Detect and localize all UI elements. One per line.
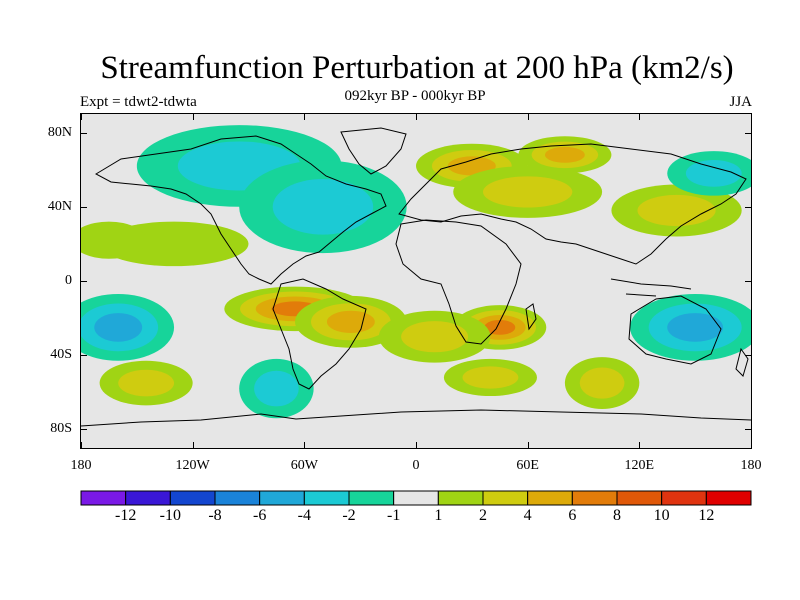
- coastline-north-america: [94, 135, 387, 285]
- colorbar-swatch: [705, 490, 752, 506]
- x-tick: [304, 113, 306, 120]
- colorbar-swatch: [527, 490, 573, 506]
- field-contour-10-2: [326, 310, 375, 333]
- coastline-madagascar: [525, 303, 537, 331]
- field-contour-12-1: [401, 321, 469, 353]
- colorbar-swatch: [393, 490, 439, 506]
- y-tick: [80, 132, 87, 134]
- x-tick: [81, 113, 82, 120]
- field-contour-17-1: [579, 367, 625, 399]
- y-tick: [80, 206, 87, 208]
- colorbar-label: 2: [479, 507, 487, 524]
- x-tick: [527, 113, 529, 120]
- colorbar-label: -6: [252, 507, 267, 524]
- y-tick-label: 80N: [47, 124, 72, 140]
- field-contour-18-1: [254, 370, 299, 407]
- colorbar-swatch: [661, 490, 707, 506]
- plot-subtitle: 092kyr BP - 000kyr BP: [344, 88, 486, 104]
- coastline-africa: [395, 219, 522, 345]
- y-tick: [745, 355, 752, 357]
- colorbar-label: 1: [434, 507, 443, 524]
- colorbar-swatch: [214, 490, 261, 506]
- experiment-label: Expt = tdwt2-tdwta: [80, 94, 197, 110]
- colorbar-swatch: [616, 490, 663, 506]
- y-tick: [80, 355, 87, 357]
- colorbar: [80, 490, 752, 506]
- y-tick: [745, 429, 752, 431]
- colorbar-label: -12: [114, 507, 137, 524]
- field-contour-16-1: [462, 366, 519, 389]
- x-tick-label: 180: [740, 458, 762, 473]
- colorbar-swatch: [125, 490, 171, 506]
- colorbar-label: 4: [523, 507, 532, 524]
- x-tick: [416, 113, 417, 120]
- colorbar-label: 8: [613, 507, 621, 524]
- field-contour-5-2: [544, 146, 585, 163]
- field-contour-1-1: [272, 178, 374, 235]
- colorbar-label: -10: [159, 507, 181, 524]
- y-tick: [745, 206, 752, 208]
- colorbar-label: -2: [342, 507, 356, 524]
- y-tick-label: 0: [65, 273, 72, 288]
- colorbar-swatch: [259, 490, 305, 506]
- field-contour-14-2: [667, 313, 724, 342]
- colorbar-swatch: [169, 490, 216, 506]
- plot-title: Streamfunction Perturbation at 200 hPa (…: [100, 50, 734, 86]
- x-tick: [192, 113, 194, 120]
- x-tick: [751, 442, 752, 449]
- colorbar-label: -1: [386, 507, 401, 524]
- x-tick: [751, 113, 752, 120]
- y-tick-label: 80S: [50, 421, 72, 437]
- x-tick: [81, 442, 82, 449]
- x-tick-label: 60E: [516, 458, 539, 473]
- x-tick: [192, 442, 194, 449]
- y-tick: [745, 281, 752, 282]
- colorbar-swatch: [80, 490, 127, 506]
- season-label: JJA: [729, 94, 752, 110]
- coastline-eurasia: [398, 143, 747, 265]
- colorbar-swatch: [482, 490, 529, 506]
- field-contour-15-1: [118, 369, 175, 397]
- field-contour-8-1: [685, 160, 742, 187]
- coastline-australia: [628, 295, 722, 365]
- coastline-indonesia: [610, 278, 692, 297]
- x-tick: [527, 442, 529, 449]
- colorbar-swatch: [303, 490, 350, 506]
- x-tick: [416, 442, 417, 449]
- colorbar-swatch: [437, 490, 484, 506]
- field-contour-3-0: [81, 221, 147, 259]
- colorbar-label: -4: [297, 507, 311, 524]
- colorbar-label: 12: [698, 507, 715, 524]
- map-svg: [81, 114, 751, 448]
- colorbar-label: 10: [653, 507, 670, 524]
- x-tick-label: 180: [70, 458, 92, 473]
- field-contour-13-2: [94, 313, 143, 342]
- field-contour-7-1: [637, 194, 716, 227]
- colorbar-label: 6: [568, 507, 577, 524]
- x-tick-label: 120W: [175, 458, 210, 473]
- field-contour-6-1: [483, 176, 573, 208]
- x-tick-label: 60W: [290, 458, 318, 473]
- coastline-greenland: [340, 127, 407, 175]
- field-contour-4-2: [447, 156, 496, 176]
- x-tick-label: 0: [412, 458, 420, 473]
- x-tick-label: 120E: [624, 458, 655, 473]
- x-tick: [304, 442, 306, 449]
- x-tick: [639, 113, 641, 120]
- y-tick: [80, 429, 87, 431]
- colorbar-label: -8: [208, 507, 222, 524]
- x-tick: [639, 442, 641, 449]
- y-tick: [80, 281, 87, 282]
- colorbar-swatch: [348, 490, 395, 506]
- field-contour-11-3: [484, 319, 516, 335]
- map-plot-area: [80, 113, 752, 449]
- coastline-south-america: [272, 278, 367, 390]
- y-tick-label: 40S: [50, 347, 72, 363]
- colorbar-swatch: [571, 490, 618, 506]
- coastline-antarctica: [81, 409, 751, 427]
- y-tick-label: 40N: [47, 198, 72, 214]
- y-tick: [745, 132, 752, 134]
